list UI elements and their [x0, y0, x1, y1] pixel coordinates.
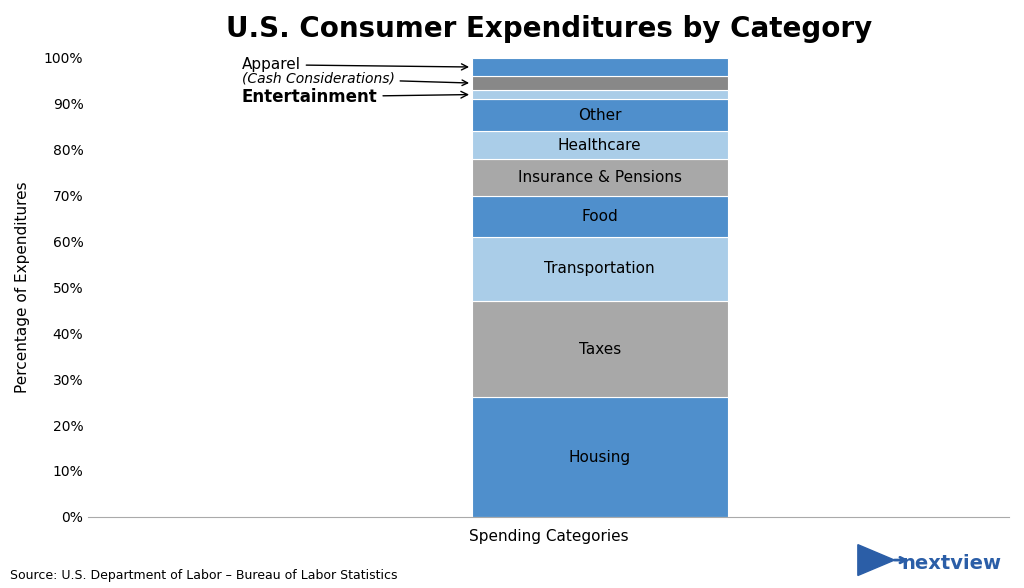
- Text: Other: Other: [578, 108, 622, 123]
- Text: Housing: Housing: [568, 450, 631, 465]
- Text: Healthcare: Healthcare: [558, 138, 642, 152]
- Text: Food: Food: [582, 209, 618, 223]
- Bar: [472, 58, 728, 76]
- Bar: [472, 99, 728, 131]
- Bar: [472, 131, 728, 159]
- Text: Insurance & Pensions: Insurance & Pensions: [518, 170, 682, 185]
- Text: nextview: nextview: [901, 554, 1001, 573]
- Bar: [472, 196, 728, 237]
- Bar: [472, 301, 728, 397]
- X-axis label: Spending Categories: Spending Categories: [469, 529, 629, 543]
- Bar: [472, 90, 728, 99]
- Polygon shape: [858, 544, 895, 576]
- Text: Transportation: Transportation: [545, 262, 655, 276]
- Title: U.S. Consumer Expenditures by Category: U.S. Consumer Expenditures by Category: [225, 15, 871, 43]
- Bar: [472, 159, 728, 196]
- Text: Taxes: Taxes: [579, 342, 621, 357]
- Text: Apparel: Apparel: [242, 57, 468, 72]
- Text: Source: U.S. Department of Labor – Bureau of Labor Statistics: Source: U.S. Department of Labor – Burea…: [10, 569, 397, 582]
- Bar: [472, 76, 728, 90]
- Y-axis label: Percentage of Expenditures: Percentage of Expenditures: [15, 182, 30, 393]
- Text: (Cash Considerations): (Cash Considerations): [242, 72, 468, 86]
- Text: Entertainment: Entertainment: [242, 88, 468, 106]
- Bar: [472, 237, 728, 301]
- Bar: [472, 397, 728, 517]
